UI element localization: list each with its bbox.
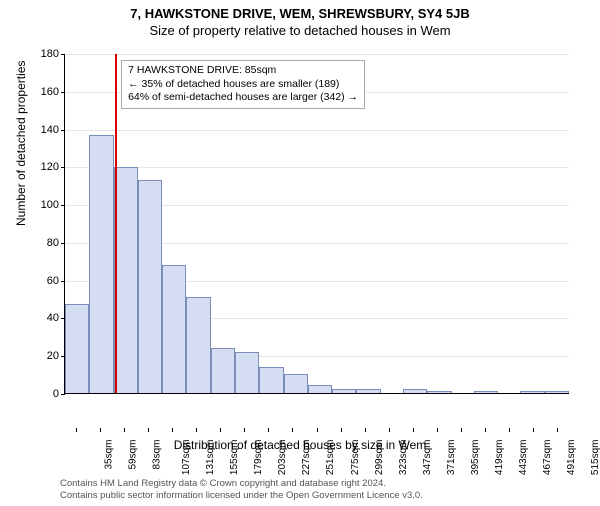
x-tick-mark <box>437 428 438 432</box>
chart-page: 7, HAWKSTONE DRIVE, WEM, SHREWSBURY, SY4… <box>0 6 600 506</box>
bar <box>211 348 235 393</box>
x-tick-mark <box>220 428 221 432</box>
annotation-box: 7 HAWKSTONE DRIVE: 85sqm← 35% of detache… <box>121 60 365 109</box>
x-axis-label: Distribution of detached houses by size … <box>0 438 600 452</box>
page-title: 7, HAWKSTONE DRIVE, WEM, SHREWSBURY, SY4… <box>0 6 600 21</box>
bar <box>427 391 451 393</box>
x-tick-mark <box>509 428 510 432</box>
reference-line <box>115 54 117 393</box>
x-tick-mark <box>365 428 366 432</box>
x-tick-mark <box>341 428 342 432</box>
y-tick-label: 40 <box>47 312 59 324</box>
y-axis-label: Number of detached properties <box>14 61 28 226</box>
bar <box>235 352 259 393</box>
x-tick-mark <box>557 428 558 432</box>
y-tick-label: 20 <box>47 350 59 362</box>
y-tick-label: 140 <box>41 124 59 136</box>
y-tick-label: 0 <box>53 388 59 400</box>
y-tick-label: 180 <box>41 48 59 60</box>
x-tick-mark <box>533 428 534 432</box>
y-tick-label: 100 <box>41 199 59 211</box>
x-tick-mark <box>76 428 77 432</box>
x-tick-mark <box>485 428 486 432</box>
bar <box>89 135 113 393</box>
x-tick-mark <box>196 428 197 432</box>
bar <box>162 265 186 393</box>
bar <box>332 389 356 393</box>
footer-line-2: Contains public sector information licen… <box>60 490 423 502</box>
x-tick-mark <box>268 428 269 432</box>
footer-line-1: Contains HM Land Registry data © Crown c… <box>60 478 423 490</box>
x-tick-mark <box>148 428 149 432</box>
bar <box>284 374 308 393</box>
y-tick-mark <box>61 394 65 395</box>
bar <box>356 389 380 393</box>
bar <box>308 385 332 393</box>
y-tick-label: 120 <box>41 161 59 173</box>
x-tick-mark <box>172 428 173 432</box>
bar <box>65 304 89 393</box>
x-tick-mark <box>100 428 101 432</box>
x-tick-mark <box>461 428 462 432</box>
annotation-line: ← 35% of detached houses are smaller (18… <box>128 78 358 92</box>
chart-area: 0204060801001201401601807 HAWKSTONE DRIV… <box>64 54 569 426</box>
bar <box>520 391 544 393</box>
bar <box>138 180 162 393</box>
x-tick-mark <box>292 428 293 432</box>
y-tick-label: 80 <box>47 237 59 249</box>
bar <box>403 389 427 393</box>
annotation-line: 64% of semi-detached houses are larger (… <box>128 91 358 105</box>
x-tick-mark <box>317 428 318 432</box>
footer-attribution: Contains HM Land Registry data © Crown c… <box>60 478 423 502</box>
bar <box>186 297 210 393</box>
x-tick-mark <box>244 428 245 432</box>
annotation-line: 7 HAWKSTONE DRIVE: 85sqm <box>128 64 358 78</box>
y-tick-label: 160 <box>41 86 59 98</box>
bar <box>259 367 283 393</box>
x-tick-mark <box>413 428 414 432</box>
x-tick-mark <box>124 428 125 432</box>
y-tick-label: 60 <box>47 275 59 287</box>
bar <box>545 391 569 393</box>
x-tick-mark <box>389 428 390 432</box>
bar <box>474 391 498 393</box>
bar <box>114 167 138 393</box>
plot-area: 0204060801001201401601807 HAWKSTONE DRIV… <box>64 54 569 394</box>
page-subtitle: Size of property relative to detached ho… <box>0 23 600 38</box>
